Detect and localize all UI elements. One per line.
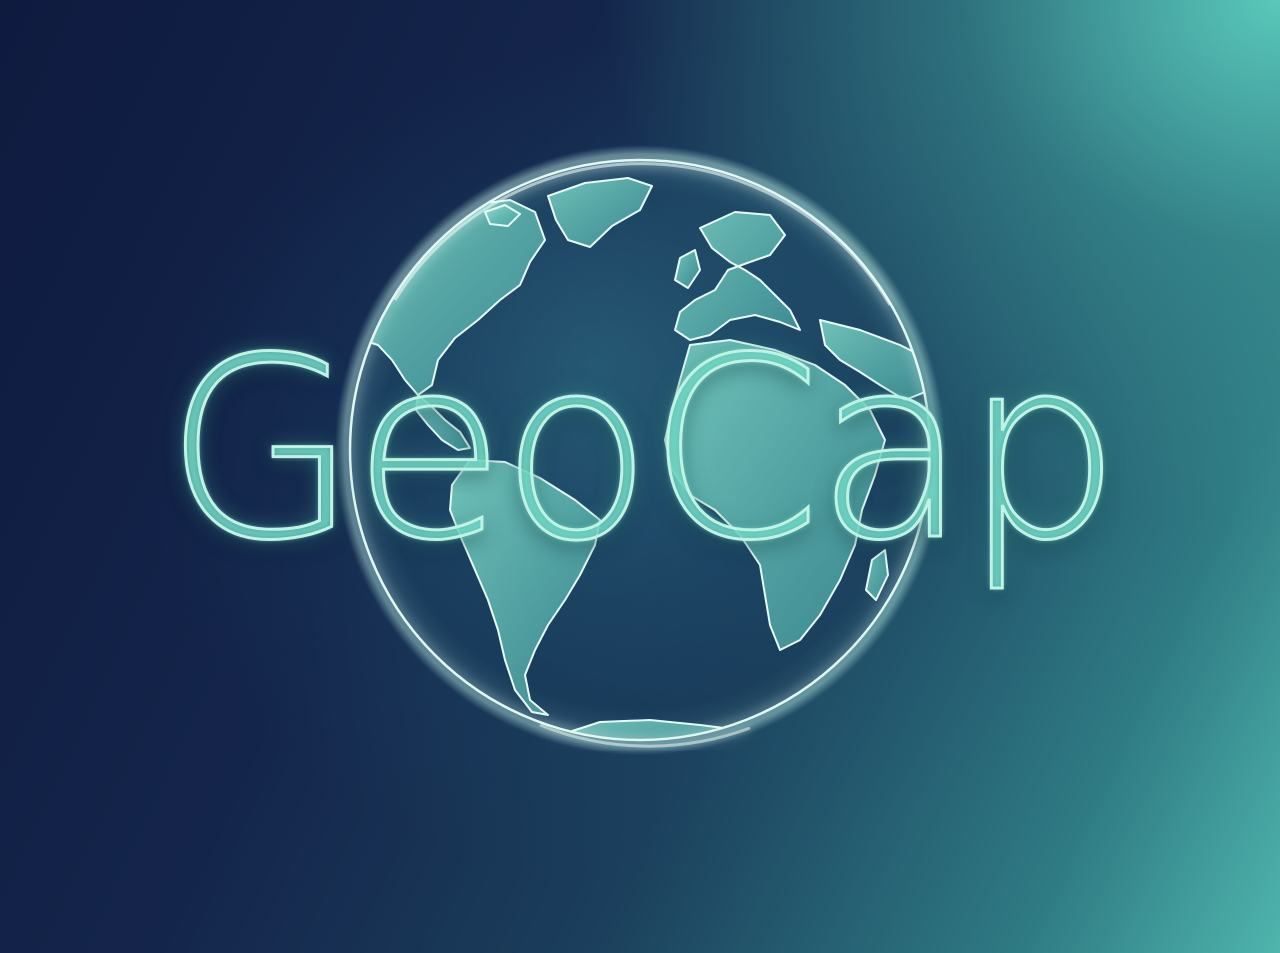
continent-central-america bbox=[415, 394, 471, 451]
continent-europe bbox=[674, 211, 801, 341]
continent-arctic-islands bbox=[484, 204, 521, 227]
continent-madagascar bbox=[865, 549, 889, 601]
continent-asia bbox=[819, 319, 930, 401]
continent-south-america bbox=[449, 459, 601, 716]
brand-wordmark: GeoCap bbox=[163, 303, 1123, 597]
continent-africa bbox=[664, 339, 886, 651]
continent-greenland bbox=[547, 177, 653, 248]
continent-uk bbox=[674, 249, 701, 289]
